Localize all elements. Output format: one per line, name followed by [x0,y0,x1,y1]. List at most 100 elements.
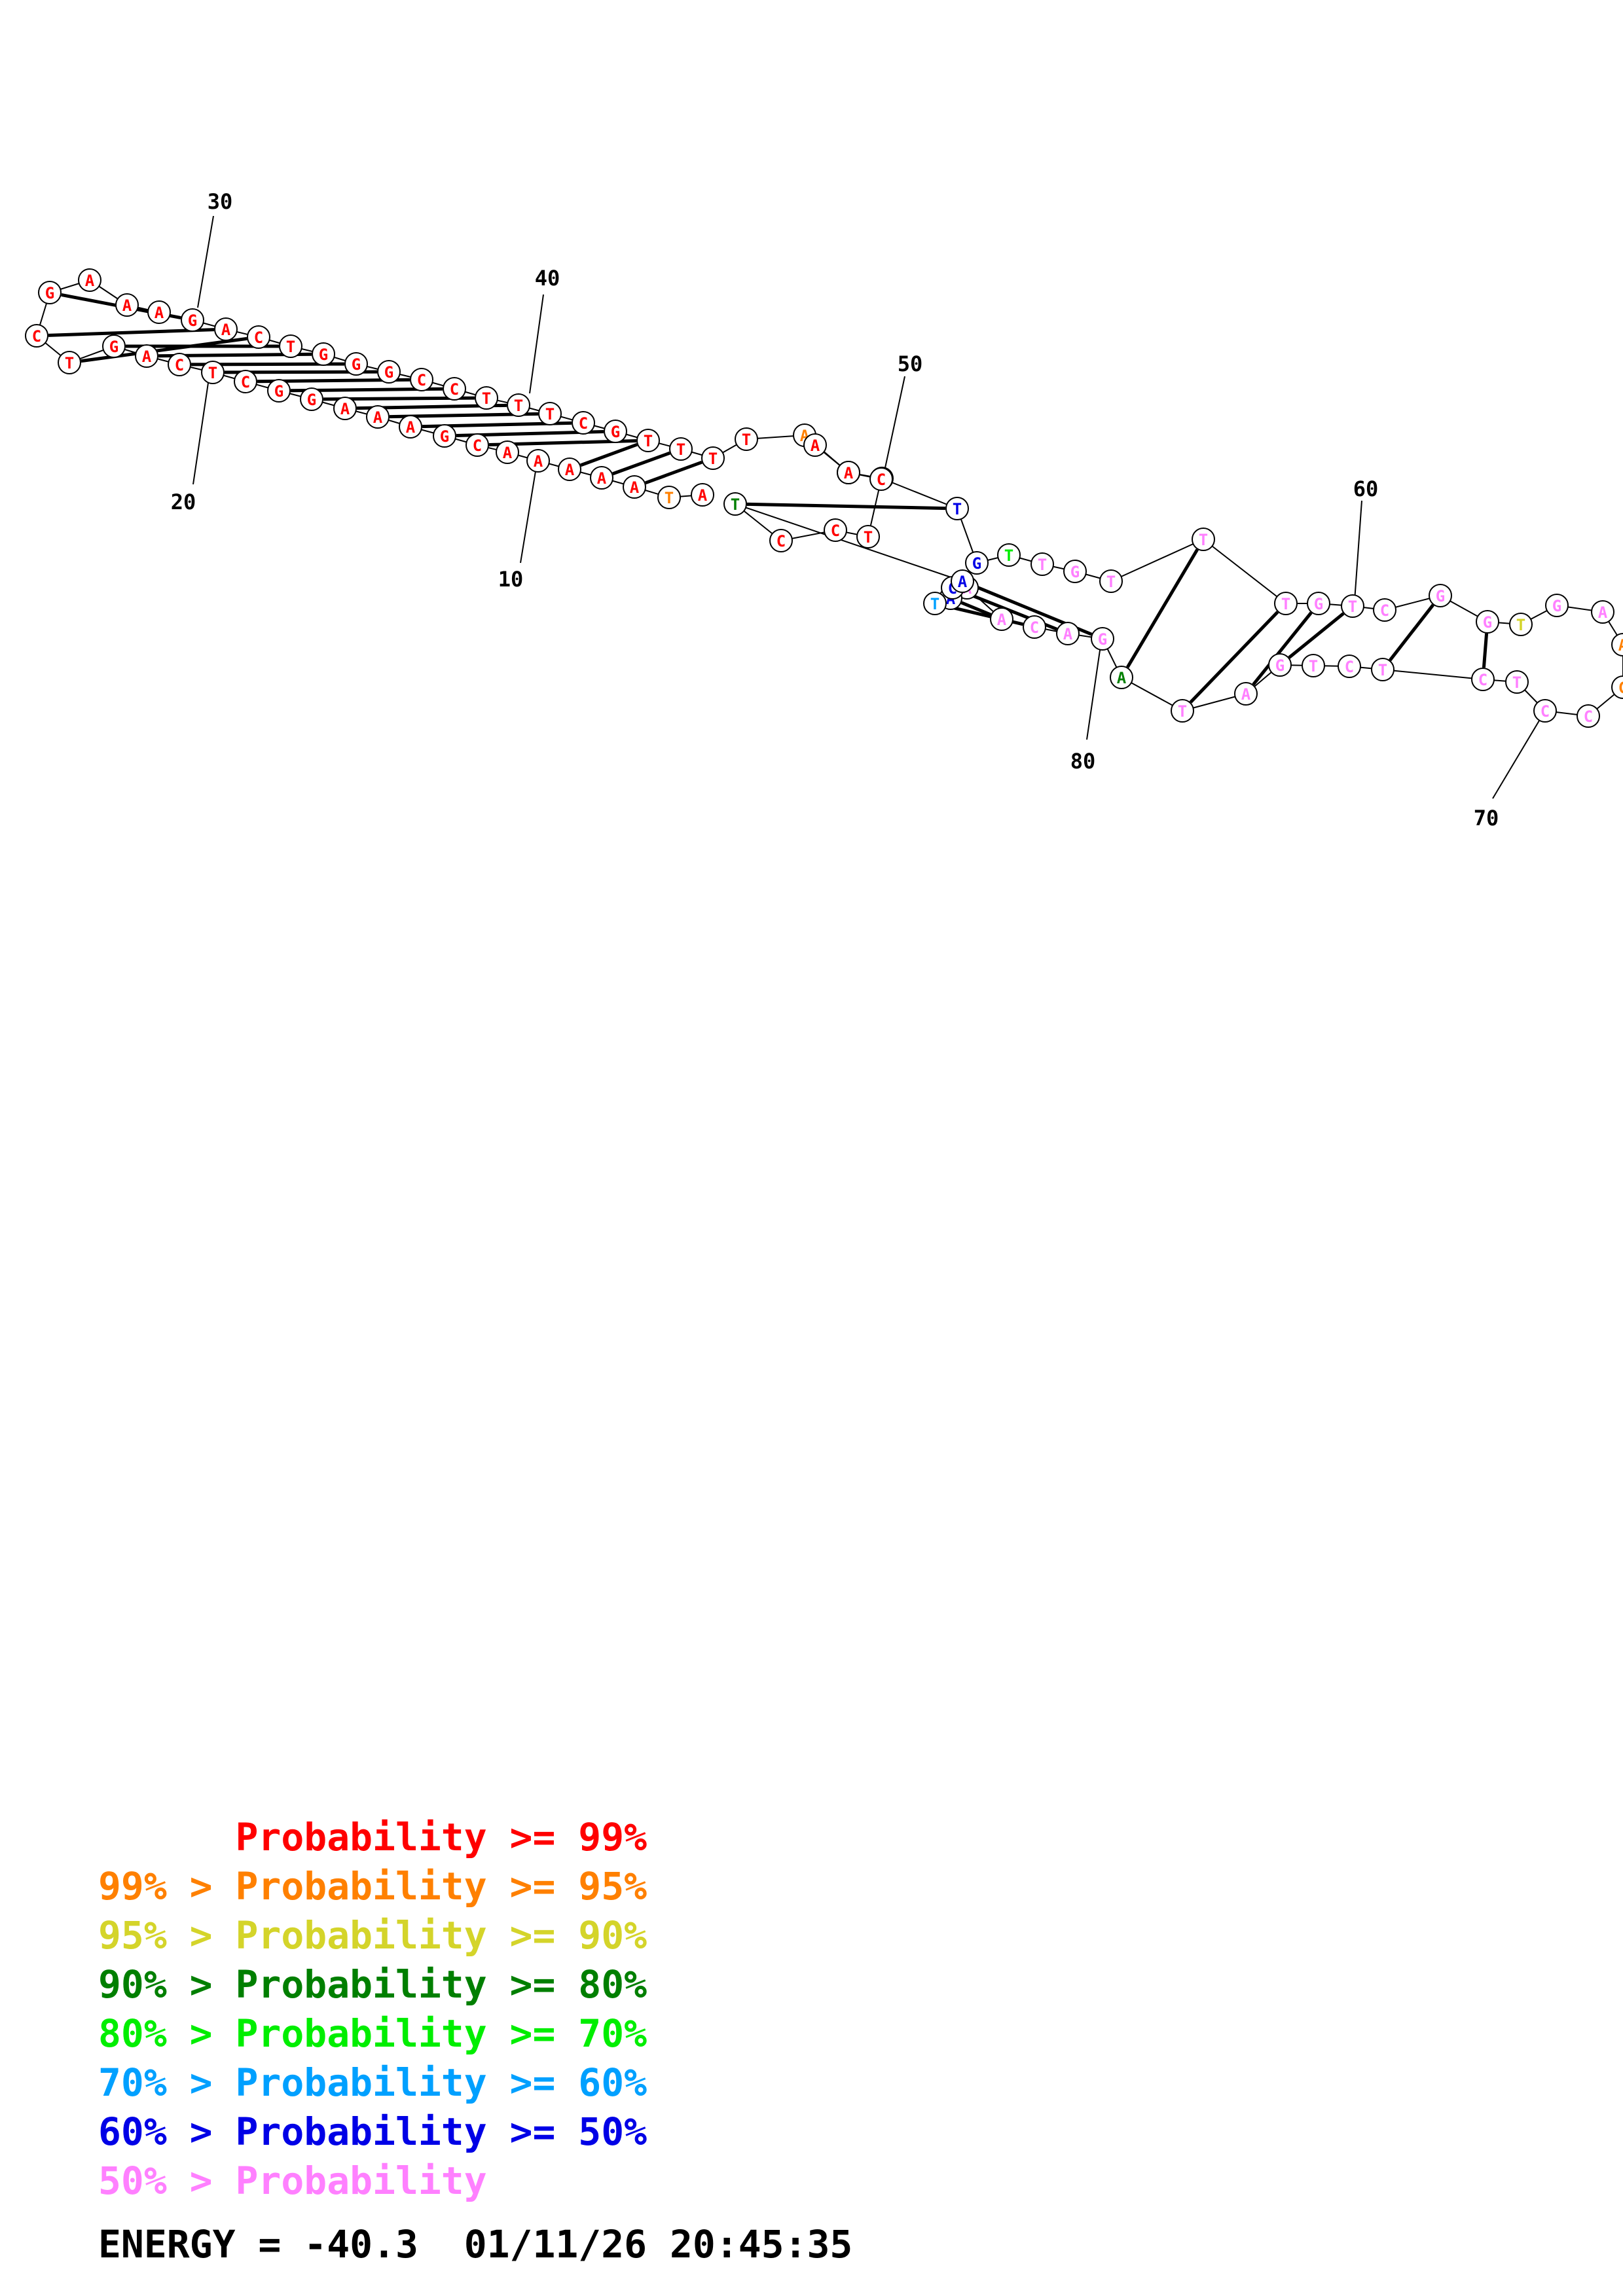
nucleotide: A [990,607,1013,631]
nucleotide-circle [1171,699,1194,723]
nucleotide: C [443,377,466,401]
nucleotide-letter: T [1348,598,1357,616]
nucleotide-letter: C [417,371,426,389]
position-tick [1492,710,1546,799]
nucleotide-letter: A [1063,625,1073,643]
nucleotide: T [201,361,225,384]
nucleotide: A [803,433,827,457]
backbone-segment [881,478,958,509]
nucleotide: G [1429,584,1452,607]
nucleotide: C [1577,704,1600,728]
position-tick [1354,500,1362,601]
nucleotide: T [856,525,880,548]
nucleotide: T [1274,592,1298,615]
nucleotide: T [997,543,1021,567]
nucleotide: A [1234,682,1258,706]
base-pair-bond [1482,633,1489,668]
nucleotide: T [1030,552,1054,576]
nucleotide-letter: T [676,440,685,459]
nucleotide: T [945,497,969,520]
probability-legend: Probability >= 99% 99% > Probability >= 9… [98,1813,647,2206]
nucleotide-circle [1110,666,1133,689]
nucleotide-letter: G [1314,595,1323,613]
nucleotide: C [168,353,191,376]
nucleotide-letter: T [731,495,740,514]
nucleotide-circle [735,427,758,451]
base-pair-bond [612,451,670,476]
nucleotide-letter: T [1281,595,1290,613]
base-pair-bond [81,336,247,363]
position-label: 50 [898,351,923,376]
nucleotide-letter: A [534,452,543,471]
nucleotide: G [433,424,456,448]
nucleotide-circle [366,405,390,429]
nucleotide: G [312,342,335,366]
nucleotide-letter: A [997,611,1007,629]
nucleotide-circle [377,360,401,384]
nucleotide-letter: C [32,327,41,346]
nucleotide-letter: T [482,389,491,408]
nucleotide-circle [1302,654,1325,677]
nucleotide-circle [443,377,466,401]
energy-timestamp: ENERGY = -40.3 01/11/26 20:45:35 [98,2222,853,2267]
nucleotide-letter: C [1584,708,1593,726]
nucleotide-letter: T [1512,673,1522,692]
nucleotide-letter: C [241,373,250,391]
nucleotide: A [558,457,581,481]
base-pair-layer [48,293,1489,704]
nucleotide-letter: T [286,338,295,356]
nucleotide-circle [300,387,323,411]
nucleotide-letter: A [844,464,854,482]
nucleotide-letter: A [340,400,350,418]
nucleotide-letter: T [864,528,873,547]
nucleotide-circle [433,424,456,448]
nucleotide: G [344,352,368,376]
nucleotide-letter: A [503,444,513,462]
nucleotide: G [377,360,401,384]
nucleotide-circle [1509,613,1533,636]
nucleotide-circle [669,437,693,461]
nucleotide-letter: C [1030,619,1039,637]
nucleotide-circle [1505,670,1529,694]
nucleotide: A [691,483,714,507]
nucleotide-circle [1063,560,1087,583]
nucleotide-letter: A [958,573,968,591]
nucleotide-letter: T [208,364,217,382]
nucleotide-circle [526,449,550,473]
nucleotide-letter: C [175,356,184,374]
nucleotide: G [38,281,62,304]
nucleotide-letter: A [155,304,164,322]
nucleotide: C [1338,655,1361,678]
nucleotide-circle [923,592,947,615]
nucleotide: A [1611,633,1623,656]
nucleotide: C [572,411,595,435]
nucleotide: A [147,300,171,324]
legend-row: 50% > Probability [98,2159,487,2203]
position-tick-layer: 10 20 30 40 50 60 70 80 [171,189,1546,831]
nucleotide: T [279,334,302,358]
nucleotide: C [25,324,48,348]
nucleotide: T [636,429,660,452]
nucleotide: A [526,449,550,473]
nucleotide-circle [78,268,101,292]
nucleotide-circle [344,352,368,376]
nucleotide-letter: A [597,469,607,488]
nucleotide-letter: T [665,489,674,507]
nucleotide-circle [965,551,989,575]
legend-row: 99% > Probability >= 95% [98,1864,647,1909]
nucleotide-letter: G [1275,656,1285,675]
nucleotide-circle [558,457,581,481]
nucleotide-circle [636,429,660,452]
legend-row: 90% > Probability >= 80% [98,1962,647,2007]
nucleotide-letter: T [930,595,939,613]
nucleotide-letter: C [1345,658,1354,676]
nucleotide: C [1373,598,1396,622]
base-pair-bond [580,442,638,467]
nucleotide-letter: G [440,427,449,446]
nucleotide-letter: C [254,329,263,347]
nucleotide-letter: A [565,461,575,479]
nucleotide-letter: T [1309,657,1318,675]
nucleotide: G [1307,592,1330,615]
nucleotide-letter: T [1106,573,1116,591]
nucleotide-circle [201,361,225,384]
